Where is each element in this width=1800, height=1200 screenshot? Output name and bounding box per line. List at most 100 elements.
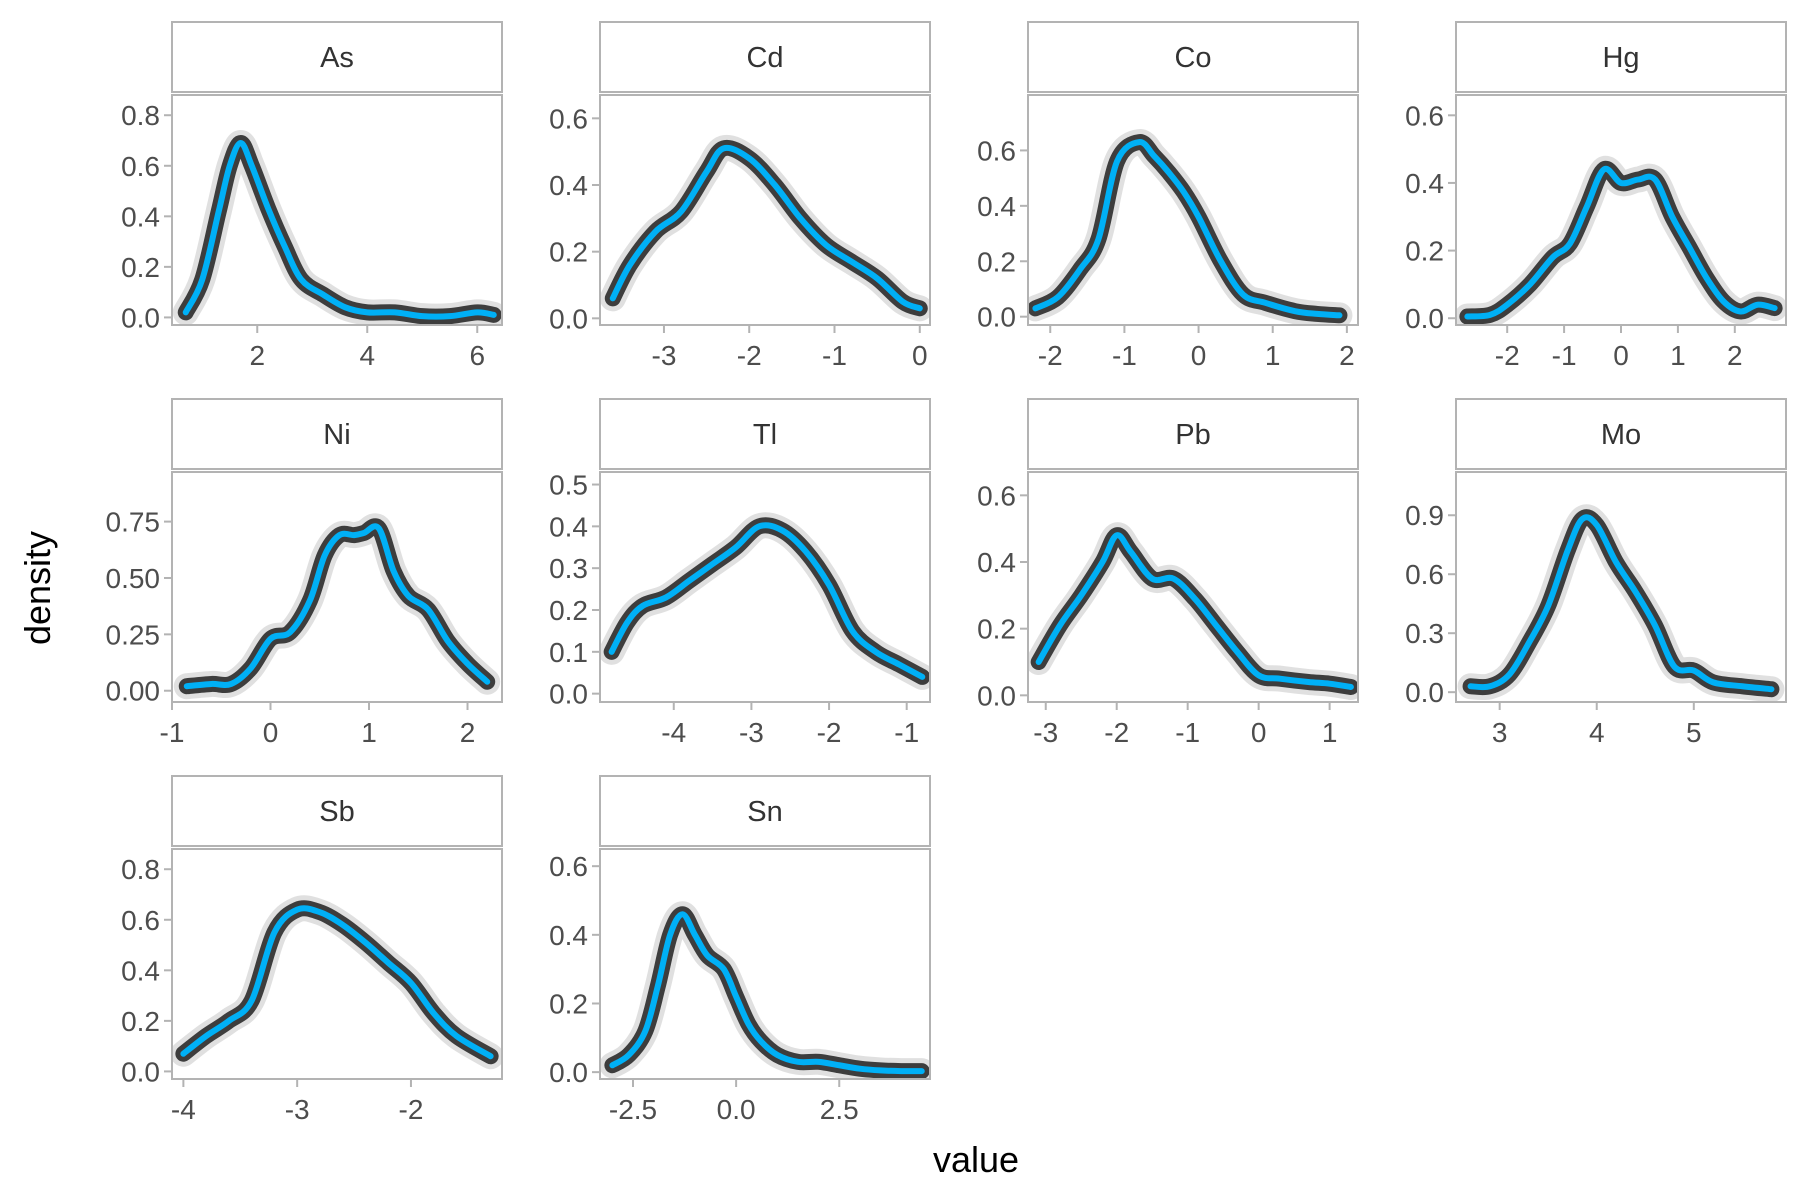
- density-line: [1032, 139, 1343, 319]
- x-tick-label: -1: [160, 717, 185, 748]
- x-tick-label: 2: [460, 717, 476, 748]
- facet-panel-cd: Cd 0.0 0.2 0.4 0.6 -3 -2 -1 0: [549, 21, 931, 371]
- facet-strip-label: Co: [1174, 42, 1211, 74]
- facet-strip: [599, 775, 931, 847]
- y-tick-label: 0.0: [549, 1057, 588, 1088]
- x-tick-label: -2.5: [609, 1094, 657, 1125]
- x-tick-label: 0: [1251, 717, 1267, 748]
- y-tick-label: 0.4: [549, 920, 588, 951]
- x-tick-label: -1: [894, 717, 919, 748]
- y-tick-label: 0.6: [549, 851, 588, 882]
- facet-strip-label: Mo: [1601, 419, 1641, 451]
- y-tick-label: 0.6: [1405, 100, 1444, 131]
- facet-panel-sn: Sn 0.0 0.2 0.4 0.6 -2.5 0.0 2.5: [549, 775, 931, 1125]
- facet-strip: [171, 775, 503, 847]
- density-line: [609, 144, 923, 312]
- x-tick-label: 2: [1339, 340, 1355, 371]
- y-tick-label: 0.0: [1405, 677, 1444, 708]
- y-tick-label: 0.4: [977, 191, 1016, 222]
- y-tick-label: 0.4: [1405, 168, 1444, 199]
- y-tick-label: 0.25: [106, 619, 161, 650]
- facet-strip: [1027, 21, 1359, 93]
- facet-strip: [599, 21, 931, 93]
- facet-strip-label: Hg: [1602, 42, 1639, 74]
- x-tick-label: 1: [1322, 717, 1338, 748]
- density-curves: [601, 134, 929, 322]
- y-tick-label: 0.6: [121, 905, 160, 936]
- y-tick-label: 0.00: [106, 676, 161, 707]
- x-tick-label: -1: [1175, 717, 1200, 748]
- x-tick-label: 1: [1670, 340, 1686, 371]
- y-tick-label: 0.6: [549, 103, 588, 134]
- density-curves: [1457, 504, 1785, 701]
- density-line: [182, 140, 497, 320]
- facet-strip: [599, 398, 931, 470]
- density-curves: [601, 901, 929, 1078]
- y-tick-label: 0.6: [121, 151, 160, 182]
- y-tick-label: 0.50: [106, 563, 161, 594]
- y-tick-label: 0.0: [977, 302, 1016, 333]
- y-tick-label: 0.2: [121, 1006, 160, 1037]
- y-tick-label: 0.4: [549, 170, 588, 201]
- facet-strip: [171, 398, 503, 470]
- facet-strip-label: Sb: [319, 796, 354, 828]
- y-tick-label: 0.6: [1405, 559, 1444, 590]
- y-tick-label: 0.2: [977, 614, 1016, 645]
- density-line: [609, 911, 925, 1075]
- y-tick-label: 0.1: [549, 637, 588, 668]
- x-tick-label: -1: [1552, 340, 1577, 371]
- density-line: [1464, 165, 1778, 320]
- x-tick-label: -2: [817, 717, 842, 748]
- y-tick-label: 0.9: [1405, 500, 1444, 531]
- x-tick-label: 5: [1686, 717, 1702, 748]
- facet-panel-as: As 0.0 0.2 0.4 0.6 0.8 2 4 6: [121, 21, 503, 371]
- panels-layer: As 0.0 0.2 0.4 0.6 0.8 2 4 6 Cd 0.0 0.2 0.4 0.6 -3 -2 -1…: [106, 21, 1787, 1125]
- y-tick-label: 0.2: [977, 246, 1016, 277]
- x-tick-label: 1: [1265, 340, 1281, 371]
- facet-strip-label: Sn: [747, 796, 782, 828]
- facet-panel-pb: Pb 0.0 0.2 0.4 0.6 -3 -2 -1 0 1: [977, 398, 1359, 748]
- x-tick-label: 0: [912, 340, 928, 371]
- density-line: [608, 522, 926, 680]
- density-curves: [601, 512, 929, 690]
- facet-panel-tl: Tl 0.0 0.1 0.2 0.3 0.4 0.5 -4 -3 -2 -1: [549, 398, 931, 748]
- x-tick-label: -4: [171, 1094, 196, 1125]
- x-tick-label: -1: [822, 340, 847, 371]
- density-line: [1035, 532, 1354, 690]
- panel-frame: [599, 471, 931, 703]
- x-tick-label: 6: [469, 340, 485, 371]
- density-line: [180, 905, 494, 1060]
- facet-panel-sb: Sb 0.0 0.2 0.4 0.6 0.8 -4 -3 -2: [121, 775, 503, 1125]
- density-line: [183, 523, 491, 690]
- x-tick-label: 1: [361, 717, 377, 748]
- facet-panel-mo: Mo 0.0 0.3 0.6 0.9 3 4 5: [1405, 398, 1787, 748]
- y-tick-label: 0.2: [549, 237, 588, 268]
- facet-strip-label: Tl: [753, 419, 777, 451]
- x-tick-label: -1: [1112, 340, 1137, 371]
- y-tick-label: 0.75: [106, 507, 161, 538]
- y-tick-label: 0.0: [1405, 303, 1444, 334]
- facet-strip-label: Cd: [746, 42, 783, 74]
- facet-strip: [171, 21, 503, 93]
- y-tick-label: 0.0: [121, 302, 160, 333]
- y-tick-label: 0.4: [121, 955, 160, 986]
- x-tick-label: -2: [737, 340, 762, 371]
- x-tick-label: -3: [652, 340, 677, 371]
- density-curves: [173, 513, 501, 700]
- x-tick-label: 2: [1727, 340, 1743, 371]
- y-tick-label: 0.8: [121, 854, 160, 885]
- facet-panel-ni: Ni 0.00 0.25 0.50 0.75 -1 0 1 2: [106, 398, 503, 748]
- facet-strip-label: Pb: [1175, 419, 1210, 451]
- panel-frame: [1455, 94, 1787, 326]
- density-curves: [1029, 129, 1353, 324]
- y-tick-label: 0.0: [977, 680, 1016, 711]
- y-tick-label: 0.2: [121, 252, 160, 283]
- density-line: [1467, 514, 1775, 693]
- x-tick-label: -3: [739, 717, 764, 748]
- x-tick-label: 4: [1589, 717, 1605, 748]
- y-tick-label: 0.3: [1405, 618, 1444, 649]
- x-tick-label: 2.5: [820, 1094, 859, 1125]
- y-tick-label: 0.4: [977, 547, 1016, 578]
- y-tick-label: 0.4: [549, 511, 588, 542]
